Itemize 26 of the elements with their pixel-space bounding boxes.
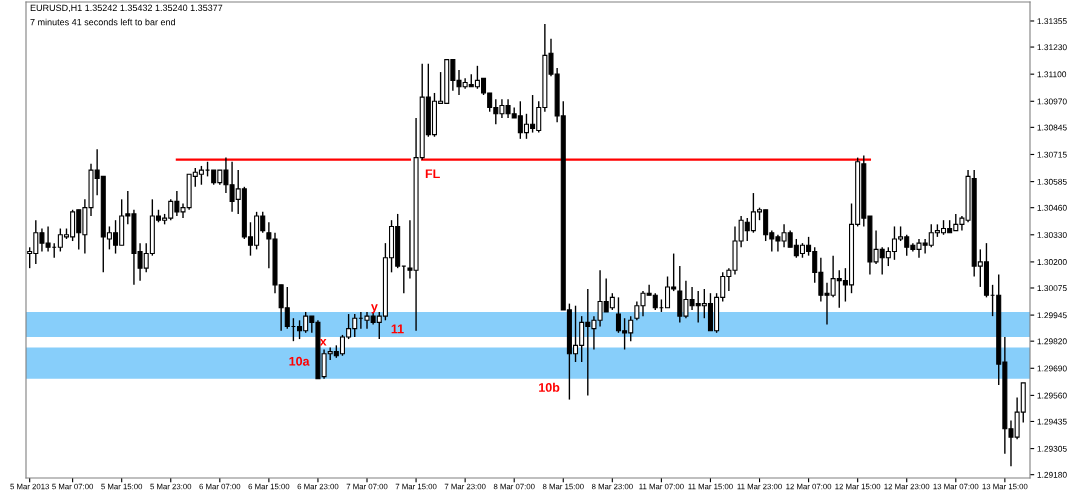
- y-tick-label: 1.29820: [1037, 338, 1067, 345]
- y-tick-label: 1.29180: [1037, 471, 1067, 478]
- y-tick-label: 1.30200: [1037, 259, 1067, 265]
- y-tick-label: 1.29435: [1037, 418, 1067, 425]
- y-tick-label: 1.29560: [1037, 392, 1067, 399]
- y-tick-label: 1.30715: [1037, 151, 1067, 158]
- text: 7 minutes 41 seconds left to bar end: [30, 18, 175, 26]
- y-tick-label: 1.31100: [1037, 71, 1067, 78]
- annotation: 10b: [539, 382, 560, 392]
- y-tick-label: 1.31355: [1037, 18, 1067, 25]
- y-tick-label: 1.30585: [1037, 178, 1067, 185]
- y-tick-label: 1.30845: [1037, 124, 1067, 131]
- annotation: y: [371, 304, 378, 314]
- annotation: 11: [391, 324, 404, 334]
- y-tick-label: 1.29945: [1037, 312, 1067, 319]
- y-tick-label: 1.29690: [1037, 365, 1067, 372]
- annotation: 10a: [289, 356, 310, 366]
- y-tick-label: 1.30330: [1037, 231, 1067, 238]
- y-tick-label: 1.30460: [1037, 204, 1067, 211]
- y-tick-label: 1.30970: [1037, 98, 1067, 105]
- annotation: FL: [425, 169, 440, 179]
- y-tick-label: 1.29305: [1037, 445, 1067, 452]
- annotation: x: [319, 338, 327, 346]
- y-tick-label: 1.31230: [1037, 44, 1067, 51]
- chart-title: EURUSD,H1 1.35242 1.35432 1.35240 1.35377: [30, 4, 223, 13]
- y-tick-label: 1.30075: [1037, 285, 1067, 292]
